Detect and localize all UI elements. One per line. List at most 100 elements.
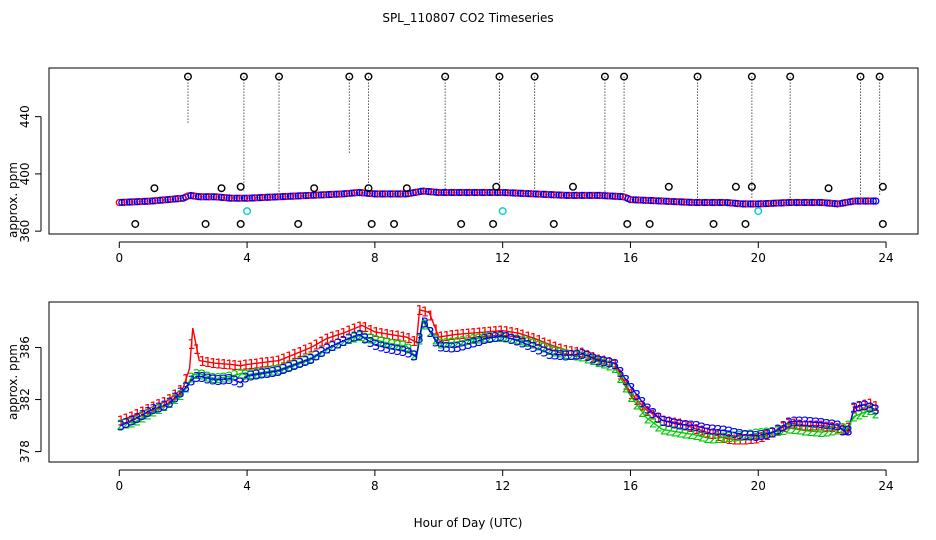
series-point-3: 3: [410, 349, 418, 364]
series-point-1: 1: [698, 425, 706, 440]
outlier-point: [275, 72, 284, 81]
x-tick-label: 24: [878, 251, 893, 265]
series-point-2: 2: [573, 350, 581, 365]
series-point-1: 1: [209, 357, 217, 372]
main-series-point: [274, 193, 282, 201]
series-point-1: 1: [676, 418, 684, 433]
series-point-3: 3: [345, 333, 353, 348]
series-point-1: 1: [318, 335, 326, 350]
series-point-2: 2: [584, 352, 592, 367]
main-series-point: [118, 198, 126, 207]
series-point-2: 2: [372, 334, 380, 349]
series-point-2: 2: [198, 369, 206, 384]
series-point-1: 1: [339, 327, 347, 342]
main-series-point: [125, 198, 134, 206]
bottom-plot-frame: [48, 301, 919, 463]
x-tick-label: 0: [115, 479, 123, 493]
main-series-point: [337, 190, 346, 198]
main-series-point: [631, 196, 640, 204]
series-point-1: 1: [638, 400, 646, 415]
main-series-point: [205, 193, 213, 201]
series-point-1: 1: [633, 394, 641, 409]
main-series-point: [637, 196, 645, 204]
series-point-1: 1: [687, 421, 695, 436]
series-point-2: 2: [644, 413, 652, 428]
series-point-3: 3: [839, 424, 847, 439]
series-point-3: 3: [372, 339, 380, 354]
series-point-1: 1: [198, 355, 206, 370]
series-point-2: 2: [812, 426, 820, 441]
series-point-2: 2: [752, 428, 760, 443]
series-point-2: 2: [524, 336, 532, 351]
outlier-point: [747, 72, 756, 81]
main-series-point: [345, 189, 353, 198]
main-series-point: [509, 189, 517, 197]
main-series-point: [463, 188, 471, 197]
series-point-2: 2: [779, 424, 787, 439]
main-series-point: [516, 189, 525, 197]
main-series-point: [447, 188, 456, 197]
cyan-point: [243, 207, 252, 216]
series-point-3: 3: [812, 416, 820, 431]
main-series-point: [849, 197, 857, 205]
series-point-1: 1: [763, 429, 771, 444]
series-point-2: 2: [676, 426, 684, 441]
series-point-1: 1: [649, 408, 657, 423]
series-point-2: 2: [209, 372, 217, 387]
series-point-3: 3: [703, 423, 711, 438]
main-series-point: [872, 197, 880, 205]
main-series-point: [527, 190, 535, 198]
main-series-point: [506, 189, 514, 197]
main-series-point: [792, 198, 801, 207]
main-series-point: [348, 189, 356, 197]
series-point-3: 3: [508, 333, 516, 348]
series-point-2: 2: [171, 393, 179, 408]
series-point-2: 2: [432, 334, 440, 349]
cyan-point: [498, 207, 507, 216]
series-point-2: 2: [785, 422, 793, 437]
series-point-1: 1: [307, 342, 315, 357]
main-series-point: [450, 188, 458, 197]
bottom-y-axis-label: approx. ppm: [6, 344, 20, 420]
series-point-2: 2: [513, 334, 521, 349]
main-series-point: [476, 188, 484, 197]
main-series-point: [831, 200, 839, 208]
main-series-point: [473, 188, 481, 197]
main-series-point: [207, 193, 215, 201]
series-point-2: 2: [627, 391, 635, 406]
main-series-point: [442, 188, 451, 197]
series-point-3: 3: [606, 356, 614, 371]
main-series-point: [744, 200, 752, 208]
series-point-3: 3: [578, 348, 586, 363]
series-point-3: 3: [747, 429, 755, 444]
series-point-2: 2: [557, 347, 565, 362]
main-series-point: [424, 187, 433, 196]
main-series-point: [378, 190, 387, 198]
outlier-point: [217, 184, 226, 193]
outlier-point: [600, 72, 609, 81]
main-series-point: [734, 199, 742, 208]
series-point-2: 2: [285, 360, 293, 375]
series-point-1: 1: [356, 320, 364, 335]
main-series-point: [721, 198, 729, 207]
series-point-2: 2: [497, 331, 505, 346]
main-series-point: [591, 191, 599, 200]
main-series-point: [864, 197, 872, 205]
series-point-1: 1: [312, 338, 320, 353]
series-point-3: 3: [845, 425, 853, 440]
series-point-1: 1: [258, 357, 266, 372]
series-point-1: 1: [464, 327, 472, 342]
series-point-2: 2: [459, 335, 467, 350]
series-point-1: 1: [654, 412, 662, 427]
series-point-3: 3: [160, 400, 168, 415]
series-point-2: 2: [361, 331, 369, 346]
main-series-point: [427, 188, 435, 196]
main-series-point: [281, 192, 290, 201]
series-point-2: 2: [568, 349, 576, 364]
series-point-1: 1: [361, 321, 369, 336]
series-point-2: 2: [383, 337, 391, 352]
main-series-point: [532, 190, 540, 198]
series-point-3: 3: [692, 420, 700, 435]
series-point-2: 2: [817, 426, 825, 441]
series-point-1: 1: [122, 412, 130, 427]
